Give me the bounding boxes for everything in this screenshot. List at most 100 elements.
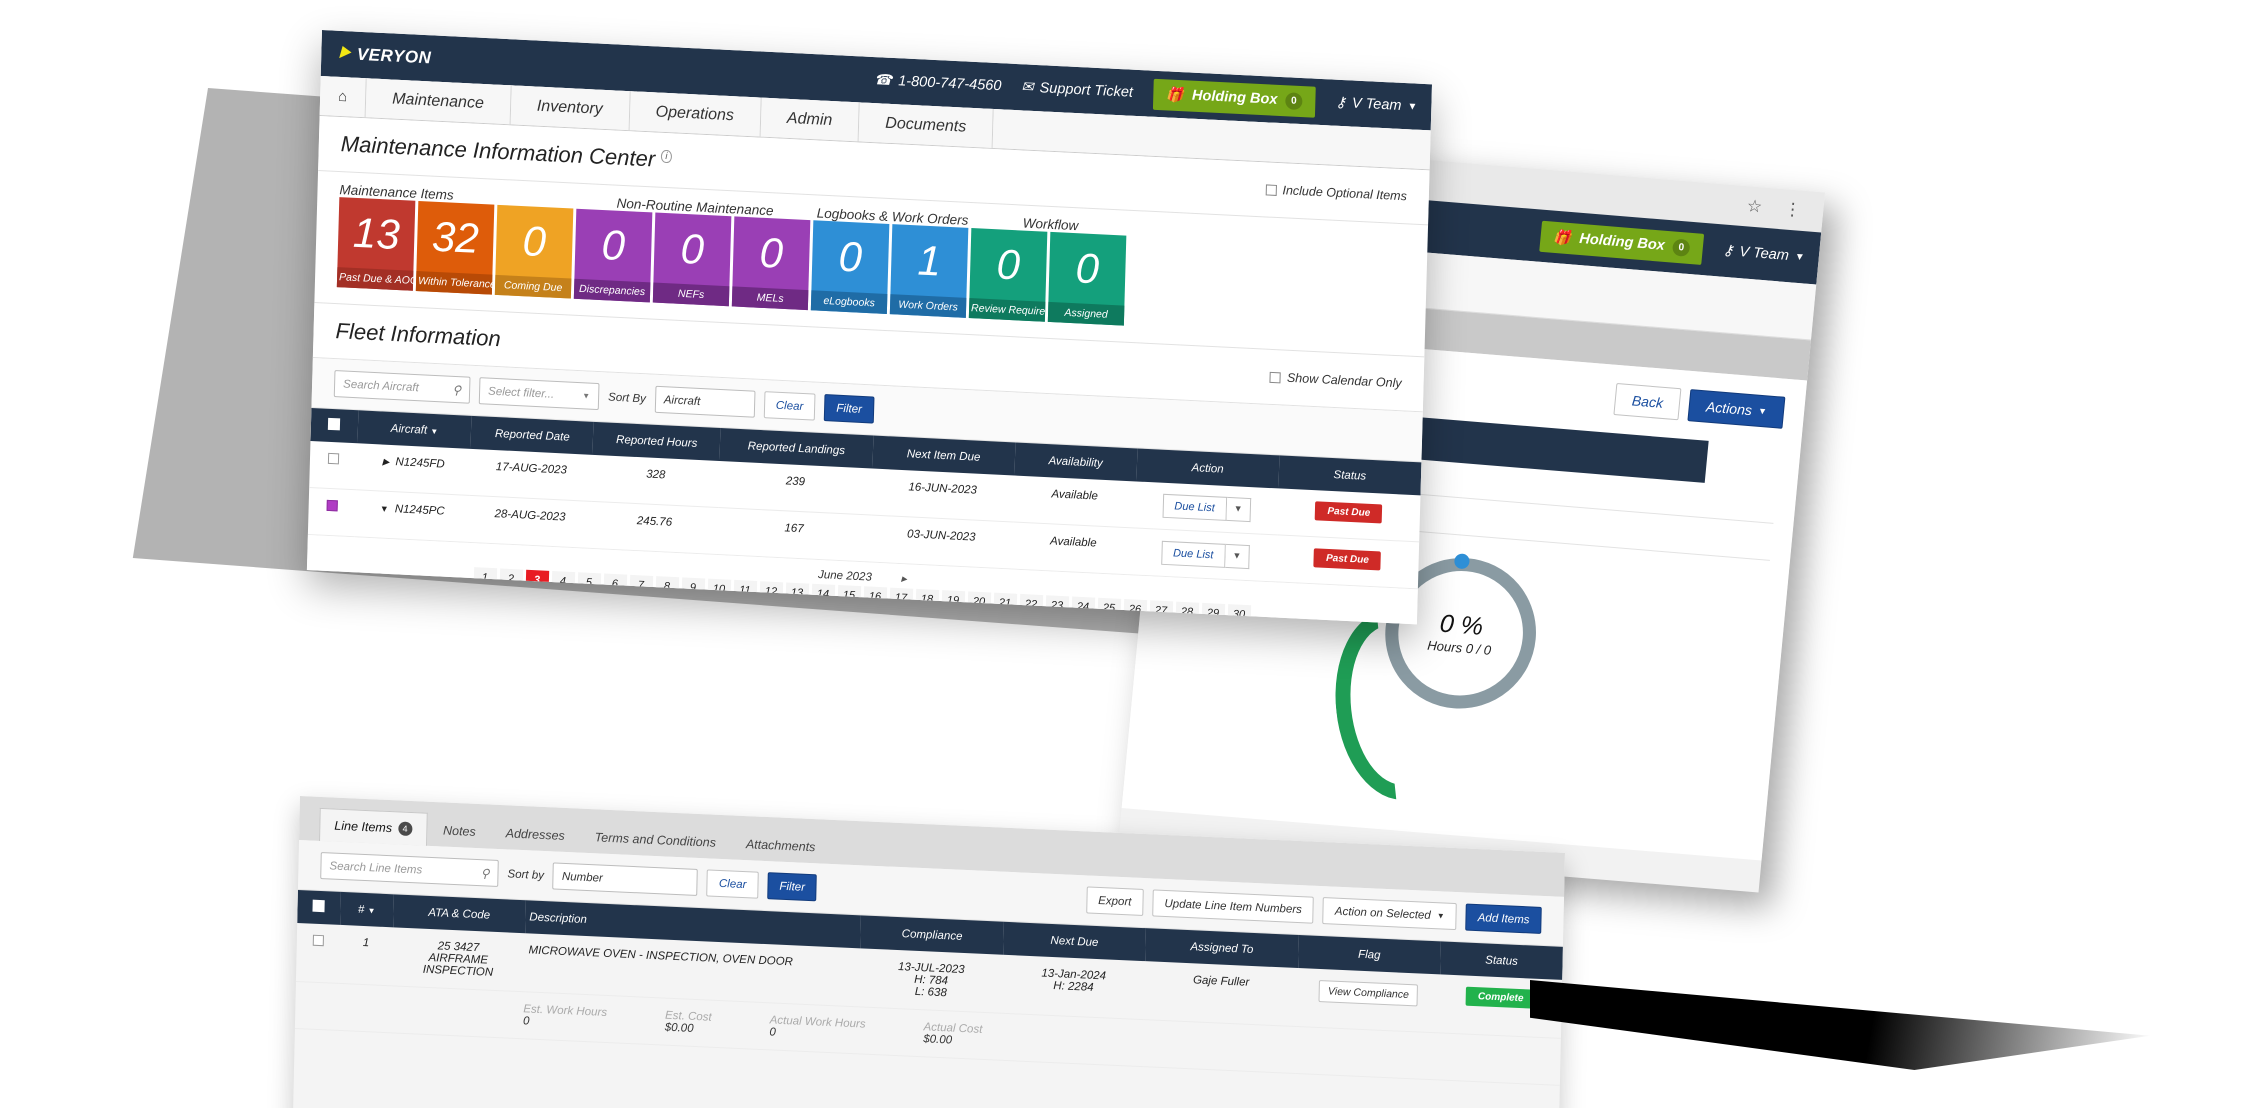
clear-button[interactable]: Clear (706, 869, 759, 899)
metric-tile-coming-due[interactable]: 0 Coming Due (494, 204, 574, 299)
search-icon: ⚲ (480, 865, 490, 881)
due-list-caret-icon[interactable]: ▼ (1226, 496, 1251, 523)
metric-tile-label: Discrepancies (573, 278, 651, 303)
nav-inventory[interactable]: Inventory (510, 85, 631, 131)
row-action[interactable]: Due List ▼ (1134, 481, 1279, 535)
filter-button[interactable]: Filter (767, 872, 818, 902)
tab-line-items-label: Line Items (334, 818, 393, 836)
tab-notes[interactable]: Notes (442, 823, 476, 839)
metric-tile-elogbooks[interactable]: 0 eLogbooks (810, 220, 890, 315)
include-optional-items-toggle[interactable]: Include Optional Items (1265, 182, 1407, 203)
export-button[interactable]: Export (1085, 886, 1144, 917)
metric-tile-within-tolerance[interactable]: 32 Within Tolerance (415, 200, 496, 295)
metric-tile-mels[interactable]: 0 MELs (731, 216, 811, 311)
sort-by-input[interactable]: Number (552, 862, 699, 896)
col-number[interactable]: # ▼ (339, 891, 394, 928)
row-compliance: 13-JUL-2023 H: 784 L: 638 (859, 948, 1003, 1014)
due-list-caret-icon[interactable]: ▼ (1225, 543, 1250, 570)
tab-attachments[interactable]: Attachments (745, 837, 816, 855)
nav-documents[interactable]: Documents (858, 102, 994, 148)
metric-tile-review-required[interactable]: 0 Review Required (968, 228, 1051, 322)
nav-admin[interactable]: Admin (760, 97, 860, 142)
action-on-selected-label: Action on Selected (1334, 905, 1431, 922)
fleet-sort-by-input[interactable]: Aircraft (654, 385, 756, 418)
search-line-items-input[interactable]: Search Line Items ⚲ (320, 851, 499, 887)
expand-caret-icon[interactable]: ▶ (382, 456, 390, 467)
fleet-clear-button[interactable]: Clear (763, 391, 816, 421)
select-all-checkbox[interactable] (328, 417, 341, 431)
row-status: Past Due (1276, 488, 1421, 542)
nav-maintenance[interactable]: Maintenance (365, 78, 512, 125)
view-compliance-button[interactable]: View Compliance (1318, 980, 1419, 1007)
metric-tile-nefs[interactable]: 0 NEFs (652, 212, 732, 307)
metric-tile-discrepancies[interactable]: 0 Discrepancies (573, 208, 653, 303)
nav-operations[interactable]: Operations (629, 91, 762, 137)
tab-addresses[interactable]: Addresses (505, 826, 565, 843)
phone-number-label: 1-800-747-4560 (897, 73, 1002, 95)
metric-tile-assigned[interactable]: 0 Assigned (1047, 231, 1127, 326)
metric-tile-label: Past Due & AOG (336, 267, 418, 291)
add-items-button[interactable]: Add Items (1465, 903, 1542, 934)
show-calendar-only-toggle[interactable]: Show Calendar Only (1269, 370, 1402, 390)
fleet-col-aircraft[interactable]: Aircraft ▼ (357, 410, 472, 449)
metric-tile-past-due-aog[interactable]: 13 Past Due & AOG (336, 197, 418, 291)
row-checkbox[interactable] (326, 499, 338, 512)
back-button[interactable]: Back (1613, 382, 1682, 421)
action-on-selected-button[interactable]: Action on Selected ▼ (1322, 897, 1458, 931)
metric-tile-value: 0 (759, 228, 784, 277)
sort-by-label: Sort by (507, 867, 545, 882)
status-badge: Past Due (1313, 548, 1382, 571)
row-checkbox-cell[interactable] (307, 487, 356, 537)
actions-button[interactable]: Actions ▼ (1687, 389, 1786, 429)
info-icon[interactable]: i (661, 149, 672, 163)
veryon-logo-text: VERYON (356, 44, 432, 68)
search-aircraft-input[interactable]: Search Aircraft ⚲ (333, 370, 471, 404)
metric-tile-work-orders[interactable]: 1 Work Orders (889, 224, 969, 318)
select-all-header[interactable] (297, 890, 341, 925)
row-assigned-to: Gaje Fuller (1143, 961, 1298, 1027)
veryon-logo[interactable]: ⯈ VERYON (335, 42, 432, 70)
phone-number[interactable]: ☎ 1-800-747-4560 (874, 72, 1002, 94)
bookmark-star-icon[interactable]: ☆ (1745, 196, 1764, 217)
tab-terms-and-conditions[interactable]: Terms and Conditions (594, 830, 717, 850)
holding-box-button[interactable]: 🎁 Holding Box 0 (1152, 78, 1316, 118)
tab-line-items[interactable]: Line Items 4 (319, 807, 428, 846)
row-checkbox-cell[interactable] (295, 923, 340, 984)
row-flag[interactable]: View Compliance (1296, 968, 1441, 1033)
metric-tile-label: MELs (731, 286, 809, 311)
show-calendar-only-checkbox[interactable] (1269, 371, 1282, 383)
bg-user-menu[interactable]: ⚷ V Team ▼ (1722, 243, 1805, 266)
calendar-day[interactable]: 1 (473, 567, 497, 589)
veryon-logo-mark: ⯈ (335, 42, 353, 65)
user-menu[interactable]: ⚷ V Team ▼ (1335, 95, 1417, 115)
update-line-item-numbers-button[interactable]: Update Line Item Numbers (1152, 889, 1315, 924)
row-checkbox-cell[interactable] (309, 441, 358, 490)
support-ticket-link[interactable]: ✉ Support Ticket (1021, 79, 1133, 100)
holding-box-count: 0 (1285, 91, 1303, 110)
col-status[interactable]: Status (1440, 941, 1563, 980)
user-menu-label: V Team (1351, 95, 1402, 114)
row-checkbox[interactable] (312, 934, 324, 947)
donut-percent-label: 0 % (1438, 609, 1485, 642)
phone-icon: ☎ (873, 72, 893, 89)
calendar-next-arrow[interactable]: ▸ (900, 573, 907, 586)
detail-description: AIRCRAFT DO THE CORROSION AND CORROSION … (413, 623, 976, 625)
bg-holding-box-button[interactable]: 🎁 Holding Box 0 (1538, 220, 1705, 265)
est-cost-value: $0.00 (664, 1021, 694, 1035)
fleet-filter-button[interactable]: Filter (823, 394, 875, 424)
fleet-select-all-header[interactable] (310, 408, 359, 444)
row-ata-code: 25 3427 AIRFRAME INSPECTION (391, 927, 525, 992)
browser-menu-icon[interactable]: ⋮ (1783, 199, 1803, 220)
due-list-button[interactable]: Due List (1162, 493, 1228, 521)
metric-tile-value: 0 (680, 224, 705, 273)
select-filter-dropdown[interactable]: Select filter... ▼ (478, 377, 600, 411)
row-aircraft: ▶ N1245FD (355, 443, 471, 496)
nav-home[interactable]: ⌂ (319, 76, 367, 118)
include-optional-items-checkbox[interactable] (1265, 183, 1277, 196)
select-all-checkbox[interactable] (312, 899, 326, 913)
row-checkbox[interactable] (327, 452, 340, 465)
due-list-button[interactable]: Due List (1160, 540, 1226, 568)
expand-caret-icon[interactable]: ▼ (379, 503, 389, 514)
row-action[interactable]: Due List ▼ (1133, 527, 1277, 582)
fleet-sort-by-value: Aircraft (663, 393, 701, 408)
